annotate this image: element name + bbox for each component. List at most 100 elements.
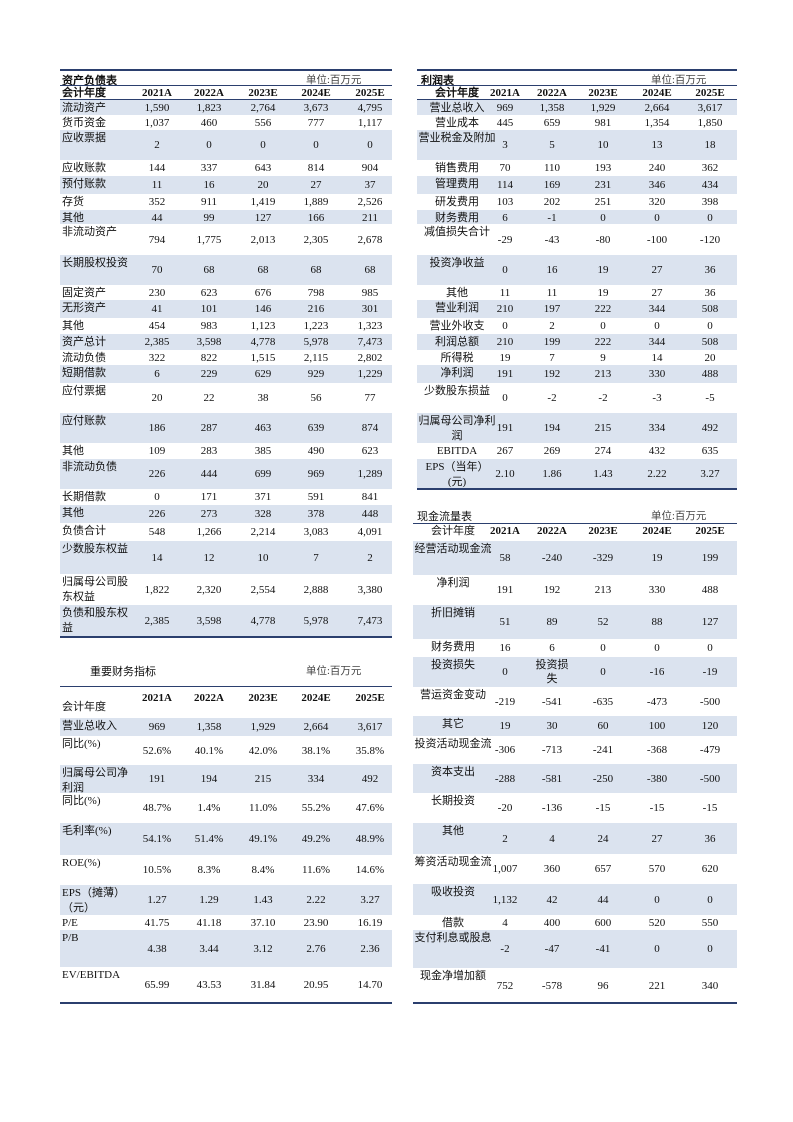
row-label: 其他 <box>62 445 84 457</box>
cell-value: -500 <box>699 772 721 785</box>
table-row: 营业利润 210 197 222 344 508 <box>417 300 737 318</box>
cell-value: 22 <box>203 392 215 404</box>
cell-value: 983 <box>200 320 218 332</box>
table-row: 所得税 19 7 9 14 20 <box>417 350 737 365</box>
row-label: 应付票据 <box>62 385 106 397</box>
cell-value: 2,305 <box>303 233 329 246</box>
cell-value: 0 <box>502 264 508 276</box>
cell-value: -306 <box>494 744 516 756</box>
table-row: 借款 4 400 600 520 550 <box>413 915 737 930</box>
cell-value: 11 <box>499 287 511 299</box>
cell-value: 56 <box>310 392 322 404</box>
cell-value: 110 <box>543 162 561 174</box>
row-label: 流动负债 <box>62 352 106 364</box>
cell-value: 0 <box>502 666 508 678</box>
table-row: 现金净增加额 752 -578 96 221 340 <box>413 968 737 1003</box>
table-row: 营运资金变动 -219 -541 -635 -473 -500 <box>413 687 737 716</box>
cell-value: 0 <box>654 642 660 654</box>
table-row: 固定资产 230 623 676 798 985 <box>60 285 392 300</box>
cell-value: 334 <box>648 422 666 434</box>
cell-value: 51 <box>499 616 511 628</box>
row-label: 营运资金变动 <box>420 689 486 701</box>
row-label: ROE(%) <box>62 857 101 869</box>
year-header: 2024E <box>642 87 672 99</box>
row-label: 短期借款 <box>62 367 106 379</box>
cell-value: 191 <box>496 422 514 434</box>
table-row: EBITDA 267 269 274 432 635 <box>417 443 737 459</box>
cell-value: 0 <box>502 320 508 332</box>
cell-value: 2 <box>367 551 373 564</box>
cell-value: 210 <box>496 336 514 348</box>
cell-value: 798 <box>307 287 325 299</box>
table-row: 应收账款 144 337 643 814 904 <box>60 160 392 176</box>
cell-value: 41 <box>151 303 163 315</box>
cell-value: 103 <box>496 196 514 208</box>
cell-value: 4 <box>502 917 508 929</box>
row-label: 存货 <box>62 196 84 208</box>
cell-value: 222 <box>594 303 612 315</box>
cell-value: 3.27 <box>700 468 720 480</box>
cell-value: 10 <box>257 551 269 564</box>
cell-value: 3,673 <box>303 102 329 114</box>
row-label: 少数股东损益 <box>424 385 490 397</box>
cell-value: 0 <box>654 893 660 906</box>
cell-value: 2,320 <box>196 583 222 596</box>
row-label: 管理费用 <box>435 178 479 190</box>
cell-value: 10.5% <box>142 864 172 876</box>
cell-value: 7 <box>549 352 555 364</box>
cell-value: 0 <box>502 392 508 404</box>
cell-value: 14 <box>651 352 663 364</box>
cell-value: 2.22 <box>647 468 667 480</box>
cell-value: 120 <box>701 720 719 732</box>
cell-value: 41.75 <box>144 917 170 929</box>
cell-value: 96 <box>597 979 609 992</box>
cell-value: 199 <box>701 552 719 564</box>
cell-value: 109 <box>148 445 166 457</box>
cell-value: 54.1% <box>142 833 172 845</box>
cell-value: 929 <box>307 368 325 380</box>
table-row: EPS（摊薄）（元） 1.27 1.29 1.43 2.22 3.27 <box>60 885 392 915</box>
year-header: 2022A <box>537 525 567 537</box>
cell-value: 508 <box>701 336 719 348</box>
cell-value: 4,778 <box>250 615 276 627</box>
table-row: 同比(%) 52.6% 40.1% 42.0% 38.1% 35.8% <box>60 736 392 765</box>
cell-value: 40.1% <box>194 744 224 757</box>
row-label: 营业成本 <box>435 117 479 129</box>
cell-value: -2 <box>500 943 510 955</box>
cell-value: 1.86 <box>542 468 562 480</box>
cell-value: -100 <box>646 233 668 246</box>
cell-value: -29 <box>497 233 513 246</box>
row-label: EPS（当年）(元) <box>425 461 489 488</box>
cell-value: 0 <box>707 943 713 955</box>
cell-value: -2 <box>598 392 608 404</box>
row-label: 财务费用 <box>431 641 475 653</box>
cell-value: 352 <box>148 196 166 208</box>
cell-value: 222 <box>594 336 612 348</box>
cell-value: 0 <box>707 642 713 654</box>
year-header: 2021A <box>142 87 172 99</box>
row-label: 资本支出 <box>431 766 475 778</box>
cell-value: 16 <box>203 179 215 191</box>
table-row: 资本支出 -288 -581 -250 -380 -500 <box>413 764 737 793</box>
cell-value: -541 <box>541 695 563 708</box>
cell-value: 969 <box>307 468 325 480</box>
header-label: 会计年度 <box>431 525 475 537</box>
cell-value: 19 <box>499 352 511 364</box>
income-statement-table: 利润表 单位:百万元 会计年度 2021A 2022A 2023E 2024E 2025E 营业… <box>417 69 737 490</box>
cell-value: 385 <box>254 445 272 457</box>
row-label: 其他 <box>442 825 464 837</box>
cell-value: 1,007 <box>492 863 518 875</box>
cell-value: 911 <box>200 196 218 208</box>
row-label: 非流动负债 <box>62 461 117 473</box>
header-top-rule <box>60 85 392 86</box>
table-row: 吸收投资 1,132 42 44 0 0 <box>413 884 737 915</box>
cell-value: 814 <box>307 162 325 174</box>
cell-value: 215 <box>594 422 612 434</box>
table-row: 流动资产 1,590 1,823 2,764 3,673 4,795 <box>60 100 392 115</box>
row-label: 负债和股东权益 <box>62 607 128 634</box>
cell-value: -15 <box>595 802 611 814</box>
cell-value: 7,473 <box>357 336 383 348</box>
cell-value: 52 <box>597 616 609 628</box>
cell-value: -240 <box>541 552 563 564</box>
cell-value: -15 <box>649 802 665 814</box>
